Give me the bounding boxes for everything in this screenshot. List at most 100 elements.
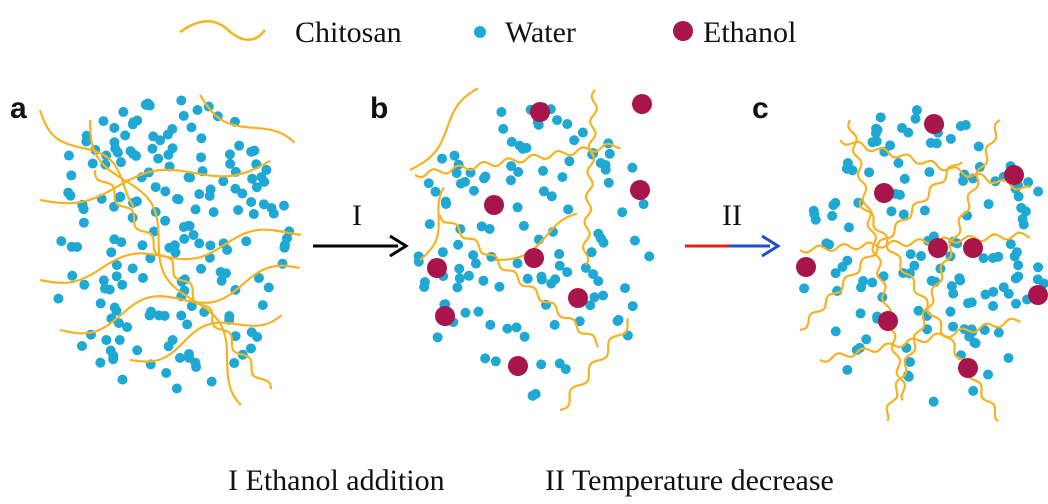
water-dot [117,280,127,290]
water-dot [893,158,903,168]
water-dot [164,341,174,351]
water-dot [246,343,256,353]
water-dot [899,209,909,219]
water-dot [993,252,1003,262]
chitosan-strand [800,233,1030,253]
legend-water-dot [474,26,486,38]
water-dot [564,156,574,166]
water-dot [498,124,508,134]
ethanol-dot [963,238,983,258]
ethanol-dot [484,195,504,215]
water-dot [1010,251,1020,261]
water-dot [218,176,228,186]
water-dot [1033,187,1043,197]
water-dot [437,154,447,164]
water-dot [184,353,194,363]
water-dot [906,249,916,259]
water-dot [424,178,434,188]
water-dot [225,159,235,169]
water-dot [999,282,1009,292]
ethanol-dot [632,94,652,114]
ethanol-dot [630,180,650,200]
water-dot [511,322,521,332]
water-dot [184,221,194,231]
water-dot [419,282,429,292]
water-dot [64,151,74,161]
legend-ethanol: Ethanol [703,16,796,49]
water-dot [116,157,126,167]
water-dot [224,311,234,321]
water-dot [234,141,244,151]
water-dot [620,283,630,293]
water-dot [191,204,201,214]
water-dot [279,243,289,253]
water-dot [120,130,130,140]
legend-chitosan: Chitosan [295,16,402,49]
water-dot [66,170,76,180]
water-dot [464,271,474,281]
water-dot [115,192,125,202]
water-dot [151,182,161,192]
water-dot [858,276,868,286]
water-dot [912,105,922,115]
water-dot [209,207,219,217]
water-dot [521,143,531,153]
water-dot [207,377,217,387]
water-dot [494,282,504,292]
water-dot [128,263,138,273]
water-dot [523,274,533,284]
water-dot [847,165,857,175]
water-dot [916,251,926,261]
water-dot [454,264,464,274]
water-dot [167,124,177,134]
water-dot [478,276,488,286]
water-dot [247,174,257,184]
water-dot [528,391,538,401]
water-dot [948,322,958,332]
water-dot [827,211,837,221]
water-dot [53,294,63,304]
water-dot [867,278,877,288]
water-dot [546,279,556,289]
water-dot [100,284,110,294]
water-dot [252,182,262,192]
water-dot [108,351,118,361]
water-dot [856,308,866,318]
water-dot [842,256,852,266]
water-dot [506,175,516,185]
water-dot [196,264,206,274]
water-dot [112,271,122,281]
water-dot [830,198,840,208]
water-dot [430,187,440,197]
step-caption: II Temperature decrease [545,464,834,497]
water-dot [799,283,809,293]
ethanol-dot [878,311,898,331]
water-dot [961,120,971,130]
water-dot [161,368,171,378]
water-dot [153,154,163,164]
water-dot [627,163,637,173]
water-dot [160,311,170,321]
step-caption: I Ethanol addition [228,464,445,497]
water-dot [217,276,227,286]
water-dot [468,250,478,260]
water-dot [138,273,148,283]
water-dot [63,188,73,198]
water-dot [189,230,199,240]
water-dot [578,128,588,138]
water-dot [871,128,881,138]
water-dot [557,172,567,182]
water-dot [948,289,958,299]
water-dot [496,107,506,117]
water-dot [562,119,572,129]
water-dot [469,186,479,196]
water-dot [604,178,614,188]
artwork [40,88,1048,421]
water-dot [259,199,269,209]
water-dot [809,209,819,219]
water-dot [886,206,896,216]
water-dot [901,343,911,353]
water-dot [176,95,186,105]
water-dot [536,272,546,282]
legend-chitosan-line [180,21,265,40]
